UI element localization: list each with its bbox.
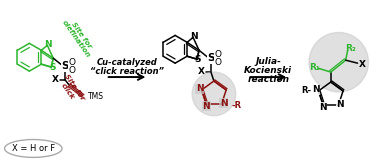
Text: reaction: reaction [247,74,289,84]
Text: R-: R- [302,86,312,95]
Ellipse shape [5,140,62,157]
Text: S: S [207,53,215,63]
Text: Site for
click: Site for click [57,73,85,105]
Text: X = H or F: X = H or F [12,144,55,153]
Text: TMS: TMS [88,92,104,101]
Text: X: X [359,60,366,69]
Text: Kocienski: Kocienski [244,66,293,75]
Text: X: X [52,74,59,84]
Text: O: O [214,50,222,59]
Text: S: S [195,55,201,64]
Text: O: O [68,66,76,75]
Text: N: N [196,85,203,94]
Text: X: X [198,67,204,76]
Text: S: S [61,61,69,71]
Text: Julia-: Julia- [256,57,281,66]
Circle shape [309,32,369,92]
Text: S: S [49,63,56,72]
Text: N: N [319,103,327,112]
Circle shape [192,72,236,116]
Text: Cu-catalyzed: Cu-catalyzed [97,58,157,67]
Text: N: N [203,102,210,111]
Text: N: N [220,99,227,108]
Text: N: N [45,40,52,49]
Text: -R: -R [231,101,242,110]
Text: Site for
olefination: Site for olefination [61,16,97,59]
Text: N: N [336,100,344,109]
Text: R₂: R₂ [345,44,356,53]
Text: N: N [312,86,319,94]
Text: O: O [68,58,76,67]
Text: O: O [214,58,222,67]
Text: “click reaction”: “click reaction” [90,67,164,76]
Text: R₁: R₁ [310,63,320,72]
Text: N: N [190,32,198,41]
